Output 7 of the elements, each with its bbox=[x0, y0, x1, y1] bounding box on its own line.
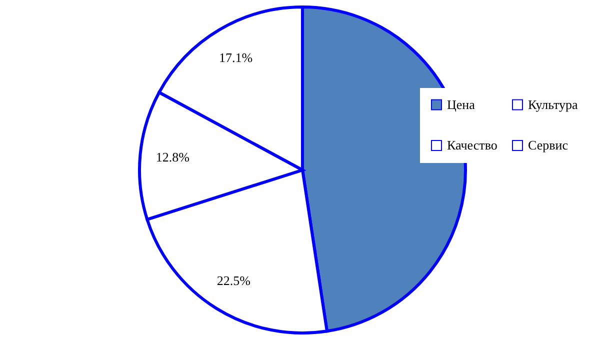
legend-label: Качество bbox=[447, 138, 498, 152]
data-label: 17.1% bbox=[218, 50, 253, 65]
legend-label: Цена bbox=[447, 96, 476, 112]
legend-label: Сервис bbox=[528, 138, 568, 152]
data-label: 22.5% bbox=[216, 272, 251, 288]
data-label: 12.8% bbox=[156, 150, 190, 165]
legend-label: Культура bbox=[528, 96, 578, 112]
